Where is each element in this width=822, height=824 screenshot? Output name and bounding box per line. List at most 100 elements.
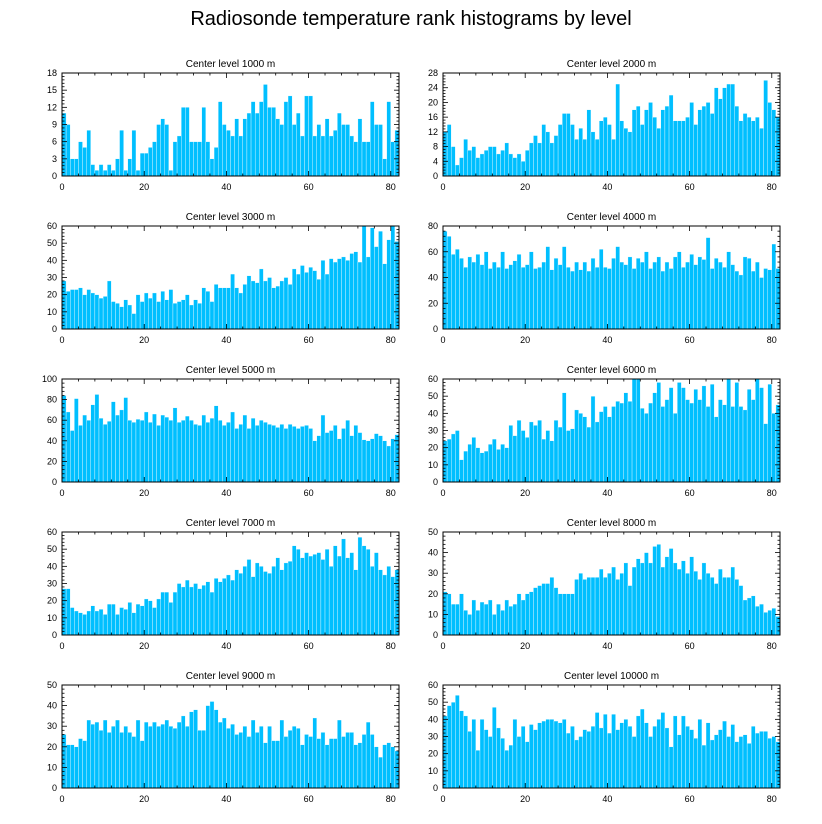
histogram-bar: [488, 599, 493, 636]
histogram-bar: [714, 416, 719, 483]
y-tick-label: 0: [52, 477, 57, 487]
y-tick-label: 40: [428, 408, 438, 418]
histogram-bar: [324, 548, 330, 636]
x-tick-label: 0: [59, 488, 64, 498]
histogram-bar: [697, 109, 703, 177]
histogram-bar: [357, 742, 363, 789]
histogram-bar: [287, 730, 293, 789]
histogram-bar: [213, 147, 219, 177]
y-tick-label: 50: [428, 697, 438, 707]
histogram-panel: Center level 5000 m 0 20 40 60 80 0 20 40 60 80 100: [42, 365, 400, 498]
histogram-bar: [176, 301, 182, 330]
histogram-bar: [386, 742, 391, 789]
histogram-bar: [74, 398, 79, 483]
histogram-bar: [283, 562, 289, 636]
x-tick-label: 40: [602, 335, 612, 345]
x-tick-label: 60: [304, 488, 314, 498]
histogram-bar: [705, 573, 711, 636]
histogram-bar: [488, 444, 493, 483]
histogram-bar: [357, 432, 363, 483]
histogram-bar: [734, 382, 740, 483]
histogram-bar: [508, 605, 514, 636]
histogram-bar: [312, 135, 317, 177]
histogram-bar: [90, 605, 96, 636]
y-tick-label: 40: [47, 436, 57, 446]
y-tick-label: 0: [52, 783, 57, 793]
histogram-bar: [131, 422, 137, 483]
histogram-bar: [185, 726, 190, 789]
y-tick-label: 40: [428, 273, 438, 283]
x-tick-label: 0: [440, 794, 445, 804]
histogram-bar: [279, 280, 285, 330]
y-tick-label: 50: [47, 680, 57, 690]
x-tick-label: 40: [602, 488, 612, 498]
histogram-bar: [304, 95, 309, 177]
histogram-bar: [726, 378, 731, 483]
y-tick-label: 10: [428, 460, 438, 470]
y-tick-label: 10: [47, 307, 57, 317]
x-tick-label: 60: [304, 182, 314, 192]
x-tick-label: 80: [767, 794, 777, 804]
histogram-bar: [549, 440, 555, 483]
histogram-panel: Center level 7000 m 0 20 40 60 80 0 10 20 30 40 50 6…: [47, 518, 400, 651]
histogram-bar: [488, 736, 493, 789]
histogram-bar: [374, 124, 379, 177]
histogram-bar: [94, 721, 100, 789]
histogram-bar: [557, 264, 563, 330]
histogram-bar: [718, 98, 723, 177]
y-tick-label: 60: [47, 527, 57, 537]
y-tick-label: 50: [428, 391, 438, 401]
histogram-bar: [672, 120, 678, 177]
histogram-bar: [516, 254, 522, 330]
histogram-bar: [668, 548, 674, 636]
histogram-bar: [533, 587, 538, 636]
x-tick-label: 20: [139, 794, 149, 804]
histogram-bar: [751, 270, 756, 330]
histogram-bar: [365, 440, 371, 483]
panel-title: Center level 8000 m: [567, 518, 657, 529]
histogram-bar: [771, 109, 777, 177]
y-tick-label: 20: [47, 596, 57, 606]
histogram-bar: [230, 411, 235, 483]
histogram-bar: [152, 292, 157, 330]
histogram-bar: [574, 739, 579, 789]
histogram-bar: [562, 392, 567, 483]
histogram-bar: [459, 459, 464, 483]
histogram-bar: [714, 734, 719, 789]
histogram-bar: [644, 109, 649, 177]
histogram-bar: [648, 562, 653, 636]
histogram-bar: [246, 112, 252, 177]
histogram-bar: [271, 287, 276, 330]
histogram-bar: [345, 260, 350, 330]
histogram-bar: [209, 591, 215, 636]
histogram-bar: [541, 720, 546, 789]
histogram-bar: [349, 435, 354, 483]
histogram-bar: [500, 150, 505, 177]
histogram-bar: [287, 561, 293, 636]
histogram-bar: [275, 118, 280, 177]
histogram-bar: [726, 736, 731, 789]
histogram-bar: [144, 721, 149, 789]
histogram-bar: [176, 721, 182, 789]
histogram-bar: [234, 118, 239, 177]
histogram-bar: [701, 562, 707, 636]
plot-frame: [61, 378, 400, 483]
histogram-bar: [520, 267, 526, 330]
histogram-bar: [291, 124, 297, 177]
histogram-bar: [570, 726, 575, 789]
histogram-bar: [119, 732, 124, 789]
histogram-bar: [516, 153, 522, 177]
histogram-bar: [78, 738, 83, 789]
histogram-bar: [242, 726, 248, 789]
histogram-bar: [234, 287, 239, 330]
histogram-bar: [611, 406, 616, 483]
histogram-bar: [451, 701, 456, 789]
histogram-bar: [656, 256, 661, 330]
histogram-bar: [316, 738, 322, 789]
plot-frame: [61, 684, 400, 789]
histogram-bar: [148, 726, 153, 789]
histogram-bar: [74, 289, 79, 330]
histogram-bar: [451, 433, 456, 483]
histogram-bar: [259, 566, 264, 636]
histogram-bar: [672, 256, 678, 330]
